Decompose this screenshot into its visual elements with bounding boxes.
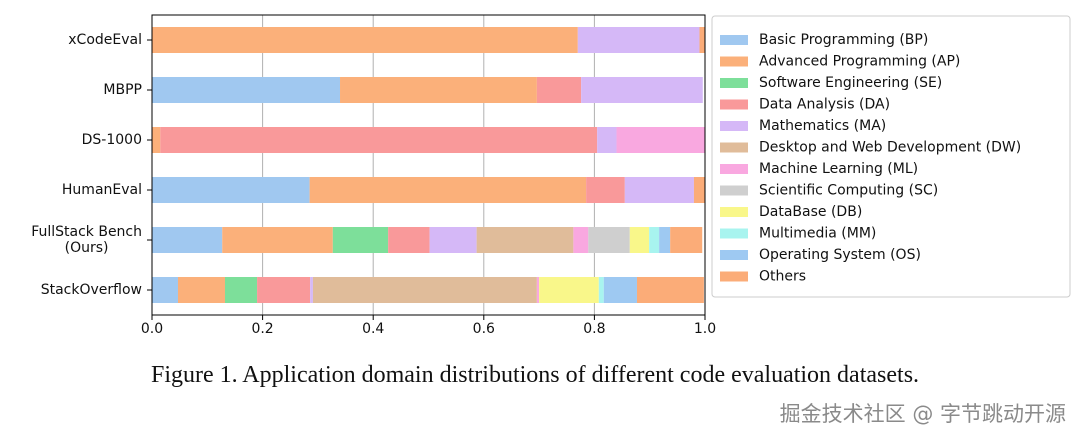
- legend-swatch: [720, 228, 748, 239]
- legend-box: [711, 15, 1071, 298]
- bar-segment: [222, 227, 333, 253]
- legend-swatch: [720, 78, 748, 88]
- bar-segment: [152, 27, 578, 53]
- x-tick-label: 1.0: [694, 321, 716, 337]
- bar-segment: [597, 127, 617, 153]
- bar-segment: [257, 277, 311, 303]
- bar-segment: [629, 227, 650, 253]
- bar-segment: [539, 277, 599, 303]
- y-tick-label: xCodeEval: [68, 32, 142, 48]
- bar-segment: [152, 277, 178, 303]
- x-tick-label: 0.4: [362, 321, 384, 337]
- caption: Figure 1. Application domain distributio…: [150, 362, 920, 388]
- legend-label: Machine Learning (ML): [759, 161, 918, 177]
- bar-segment: [670, 227, 703, 253]
- bar-segment: [340, 77, 537, 103]
- legend-label: Advanced Programming (AP): [759, 54, 960, 70]
- legend-label: DataBase (DB): [759, 204, 862, 220]
- bar-segment: [693, 177, 705, 203]
- bar-segment: [577, 27, 700, 53]
- y-tick-label: StackOverflow: [40, 282, 142, 298]
- bar-segment: [588, 227, 630, 253]
- bar-segment: [177, 277, 225, 303]
- legend-swatch: [720, 142, 748, 153]
- legend-swatch: [720, 271, 748, 282]
- bar-segment: [636, 277, 704, 303]
- legend-label: Scientific Computing (SC): [759, 183, 938, 199]
- bar-segment: [573, 227, 589, 253]
- bar-segment: [312, 277, 537, 303]
- bar-segment: [160, 127, 598, 153]
- legend-swatch: [720, 99, 748, 110]
- bar-segment: [649, 227, 660, 253]
- legend-label: Multimedia (MM): [759, 226, 876, 242]
- y-tick-label: HumanEval: [61, 182, 142, 198]
- legend-swatch: [720, 164, 748, 174]
- bar-segment: [536, 277, 540, 303]
- bar-segment: [152, 227, 223, 253]
- legend-label: Desktop and Web Development (DW): [759, 140, 1021, 156]
- legend-swatch: [720, 185, 748, 196]
- bar-segment: [152, 177, 310, 203]
- legend-swatch: [720, 121, 748, 131]
- y-tick-label: MBPP: [103, 82, 142, 98]
- plot-frame: [151, 14, 706, 316]
- legend-swatch: [720, 56, 748, 67]
- bar-segment: [152, 77, 341, 103]
- bar-segment: [536, 77, 582, 103]
- bar-segment: [310, 277, 313, 303]
- legend-swatch: [720, 207, 748, 217]
- bar-segment: [659, 227, 671, 253]
- y-tick-label: DS-1000: [81, 132, 142, 148]
- legend-swatch: [720, 250, 748, 260]
- legend-label: Operating System (OS): [759, 247, 921, 263]
- bar-segment: [581, 77, 703, 103]
- legend-label: Software Engineering (SE): [759, 75, 942, 91]
- bar-segment: [603, 277, 637, 303]
- bar-segment: [224, 277, 258, 303]
- legend-swatch: [720, 35, 748, 45]
- y-tick-label: FullStack Bench (Ours): [31, 224, 142, 256]
- bar-segment: [699, 27, 705, 53]
- watermark: 掘金技术社区 @ 字节跳动开源: [779, 402, 1066, 426]
- legend-label: Others: [759, 269, 806, 285]
- bar-segment: [616, 127, 705, 153]
- legend-label: Basic Programming (BP): [759, 32, 928, 48]
- bar-segment: [598, 277, 604, 303]
- x-tick-label: 0.2: [251, 321, 273, 337]
- bar-segment: [309, 177, 587, 203]
- bar-segment: [624, 177, 694, 203]
- legend-label: Data Analysis (DA): [759, 97, 890, 113]
- x-tick-label: 0.8: [583, 321, 605, 337]
- legend-label: Mathematics (MA): [759, 118, 886, 134]
- bar-segment: [476, 227, 574, 253]
- bar-segment: [152, 127, 161, 153]
- bar-segment: [388, 227, 430, 253]
- bar-segment: [586, 177, 625, 203]
- bar-segment: [429, 227, 477, 253]
- bar-segment: [332, 227, 389, 253]
- x-tick-label: 0.0: [141, 321, 163, 337]
- x-tick-label: 0.6: [473, 321, 495, 337]
